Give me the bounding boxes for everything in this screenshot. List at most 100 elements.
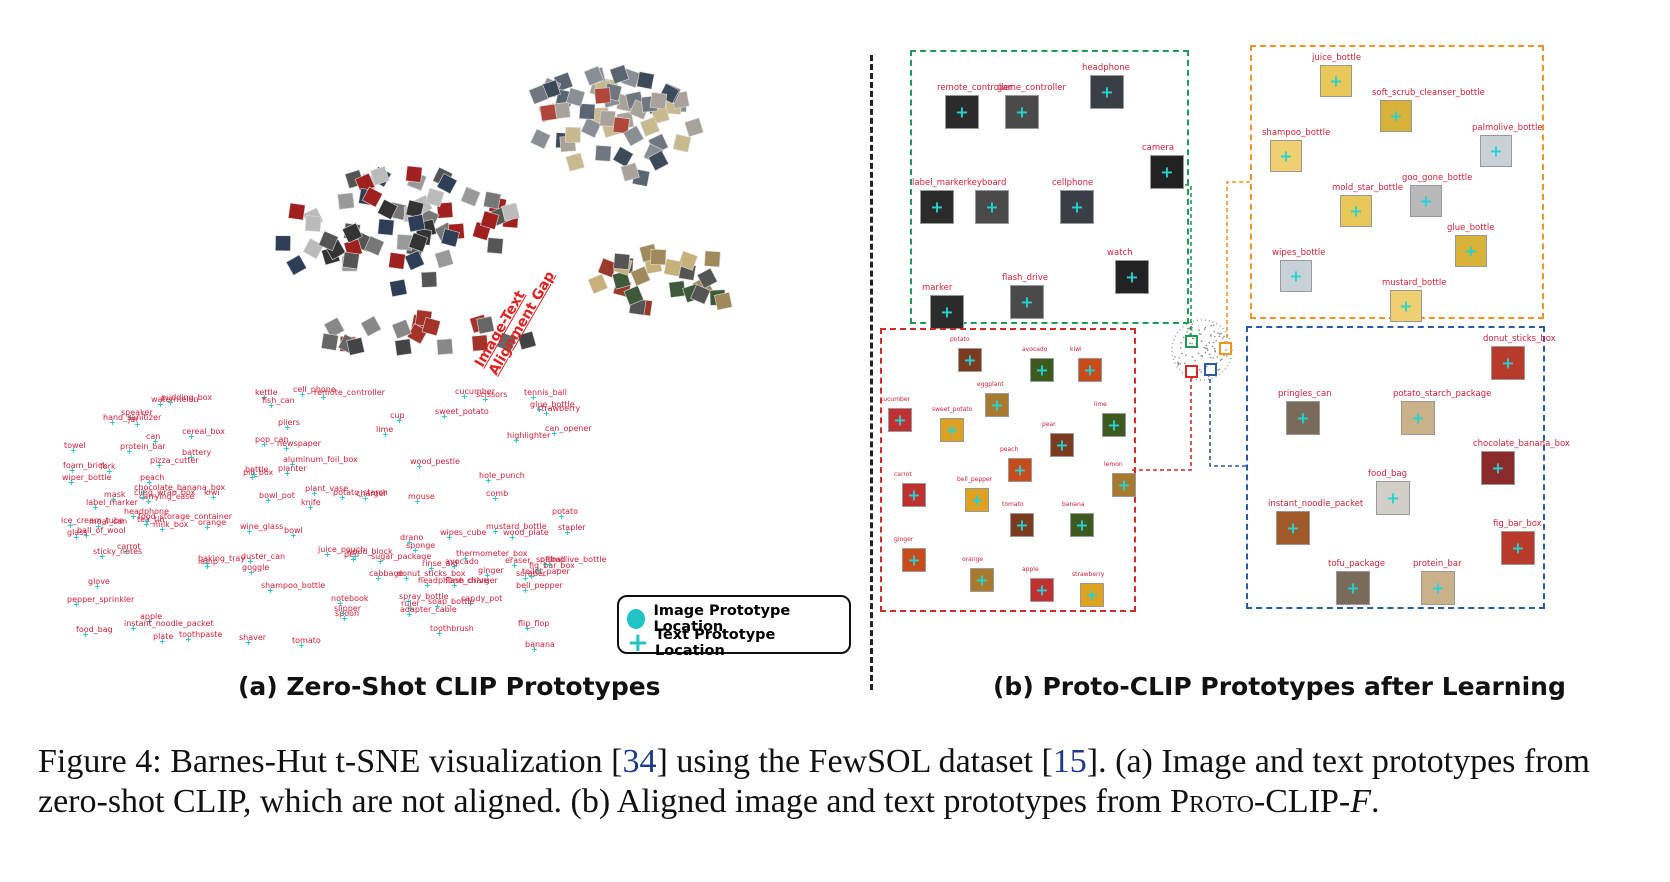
image-thumbnail: [690, 284, 711, 305]
hub-dot: [1204, 347, 1207, 350]
plus-icon: +: [1075, 515, 1089, 535]
text-prototype-label: wood_block: [346, 547, 393, 556]
text-prototype-label: food_bag: [76, 625, 113, 634]
plus-icon: +: [1070, 197, 1084, 217]
text-prototype-label: toilet_paper: [522, 567, 570, 576]
hub-dot: [1214, 335, 1216, 338]
plus-icon: +: [963, 350, 977, 370]
hub-dot: [1217, 369, 1220, 371]
plus-icon: +: [156, 461, 163, 470]
plus-icon: +: [284, 469, 291, 478]
text-prototype-label: highlighter: [507, 431, 551, 440]
prototype-image: +: [1280, 260, 1312, 292]
text-prototype-label: juice_pouch: [318, 545, 366, 554]
image-thumbnail: [613, 253, 631, 270]
text-prototype-label: apple: [140, 612, 163, 621]
prototype-image: +: [1112, 473, 1136, 497]
prototype-label: lemon: [1104, 461, 1123, 468]
text-prototype-label: wood_pestle: [410, 457, 460, 466]
image-thumbnail: [578, 103, 596, 120]
caption-end: .: [1371, 783, 1380, 820]
legend-image-label: Image Prototype Location: [653, 603, 791, 635]
plus-icon: +: [546, 560, 553, 569]
plus-icon: +: [1289, 266, 1303, 286]
plus-icon: +: [268, 401, 275, 410]
text-prototype-label: cabbage: [369, 569, 404, 578]
text-prototype-label: fork: [100, 462, 116, 471]
plus-icon: +: [210, 493, 217, 502]
caption-ref-34[interactable]: 34: [622, 743, 657, 780]
text-prototype-label: battery: [182, 448, 212, 457]
prototype-image: +: [902, 483, 926, 507]
prototype-label: strawberry: [1072, 571, 1105, 578]
text-prototype-label: food_storage_container: [138, 512, 232, 521]
plus-icon: +: [1431, 578, 1445, 598]
text-prototype-label: cereal_box: [182, 427, 225, 436]
plus-icon: +: [558, 512, 565, 521]
plus-icon: +: [92, 503, 99, 512]
prototype-image: +: [1340, 195, 1372, 227]
caption-prefix: Figure 4: Barnes-Hut t-SNE visualization…: [38, 743, 623, 780]
image-thumbnail: [304, 215, 322, 232]
image-thumbnail: [714, 291, 733, 311]
image-thumbnail: [377, 218, 395, 236]
prototype-label: watch: [1107, 248, 1133, 258]
image-thumbnail: [636, 71, 655, 90]
plus-icon: +: [1411, 408, 1425, 428]
prototype-image: +: [1320, 65, 1352, 97]
plus-icon: +: [482, 395, 489, 404]
legend: Image Prototype Location + Text Prototyp…: [617, 595, 851, 659]
image-thumbnail: [496, 332, 517, 353]
plus-icon: +: [1015, 515, 1029, 535]
plus-icon: +: [405, 597, 412, 606]
hub-dot: [1174, 356, 1176, 358]
image-thumbnail: [370, 165, 390, 186]
blue-connector: [1209, 375, 1246, 467]
caption-ref-15[interactable]: 15: [1052, 743, 1087, 780]
prototype-image: +: [930, 295, 964, 329]
prototype-label: wipes_bottle: [1272, 248, 1326, 258]
plus-icon: +: [83, 531, 90, 540]
text-prototype-label: banana: [525, 640, 555, 649]
plus-icon: +: [543, 409, 550, 418]
plus-icon: +: [307, 503, 314, 512]
hub-dot: [1206, 347, 1208, 350]
text-prototype-label: pop_can: [255, 435, 289, 444]
prototype-label: label_marker: [912, 178, 968, 188]
image-thumbnail: [612, 146, 634, 168]
legend-row-text: + Text Prototype Location: [627, 627, 849, 659]
plus-icon: +: [73, 600, 80, 609]
text-prototype-label: bowl_pot: [259, 491, 295, 500]
prototype-image: +: [1030, 358, 1054, 382]
plus-icon: +: [134, 420, 141, 429]
plus-icon: +: [1296, 408, 1310, 428]
text-prototype-label: flip_flop: [518, 619, 550, 628]
text-prototype-label: wiper_bottle: [62, 473, 112, 482]
plus-icon: +: [130, 512, 137, 521]
image-thumbnail: [337, 192, 355, 210]
text-prototype-label: eraser: [505, 556, 531, 565]
plus-icon: +: [1399, 296, 1413, 316]
image-thumbnail: [530, 128, 551, 150]
hub-dot: [1223, 355, 1225, 357]
plus-icon: +: [123, 547, 130, 556]
plus-icon: +: [110, 495, 117, 504]
prototype-image: +: [958, 348, 982, 372]
caption-method: Proto-CLIP-: [1170, 783, 1351, 820]
prototype-label: potato: [950, 336, 970, 343]
plus-icon: +: [412, 546, 419, 555]
plus-icon: +: [188, 432, 195, 441]
hub-dot: [1177, 361, 1179, 364]
plus-icon: +: [350, 555, 357, 564]
image-thumbnail: [650, 248, 667, 266]
prototype-label: camera: [1142, 143, 1175, 153]
hub-dot: [1178, 357, 1180, 359]
text-prototype-label: charger: [356, 489, 387, 498]
plus-icon: +: [265, 496, 272, 505]
prototype-label: palmolive_bottle: [1472, 123, 1543, 133]
prototype-label: pear: [1042, 421, 1056, 428]
hub-dot: [1212, 357, 1214, 359]
plus-icon: +: [289, 460, 296, 469]
hub-dot: [1179, 362, 1181, 365]
prototype-image: +: [1010, 513, 1034, 537]
